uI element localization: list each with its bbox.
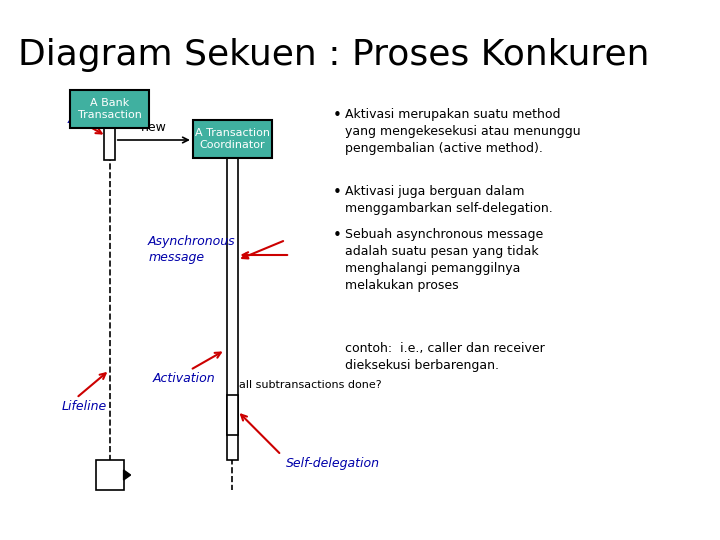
- Text: Diagram Sekuen : Proses Konkuren: Diagram Sekuen : Proses Konkuren: [17, 38, 649, 72]
- Text: A Bank
Transaction: A Bank Transaction: [78, 98, 142, 120]
- Bar: [96, 460, 124, 490]
- Text: A Transaction
Coordinator: A Transaction Coordinator: [194, 128, 270, 150]
- Bar: [104, 128, 114, 160]
- Text: •: •: [333, 185, 342, 200]
- Text: Asynchronous
message: Asynchronous message: [148, 235, 235, 264]
- Text: Aktivasi merupakan suatu method
yang mengekesekusi atau menunggu
pengembalian (a: Aktivasi merupakan suatu method yang men…: [346, 108, 581, 155]
- Text: Lifeline: Lifeline: [61, 400, 107, 413]
- Bar: [227, 395, 238, 435]
- Text: Aktivasi juga berguan dalam
menggambarkan self-delegation.: Aktivasi juga berguan dalam menggambarka…: [346, 185, 553, 215]
- FancyBboxPatch shape: [70, 90, 149, 128]
- Bar: [227, 158, 238, 460]
- Text: Activation: Activation: [68, 113, 130, 126]
- Text: contoh:  i.e., caller dan receiver
dieksekusi berbarengan.: contoh: i.e., caller dan receiver diekse…: [346, 342, 545, 372]
- Polygon shape: [124, 470, 130, 480]
- Text: Activation: Activation: [153, 372, 215, 385]
- Text: •: •: [333, 228, 342, 243]
- Text: Sebuah asynchronous message
adalah suatu pesan yang tidak
menghalangi pemanggiln: Sebuah asynchronous message adalah suatu…: [346, 228, 544, 292]
- Text: all subtransactions done?: all subtransactions done?: [239, 380, 382, 390]
- FancyBboxPatch shape: [193, 120, 271, 158]
- Text: •: •: [333, 108, 342, 123]
- Text: new: new: [141, 121, 167, 134]
- Text: Self-delegation: Self-delegation: [286, 457, 379, 470]
